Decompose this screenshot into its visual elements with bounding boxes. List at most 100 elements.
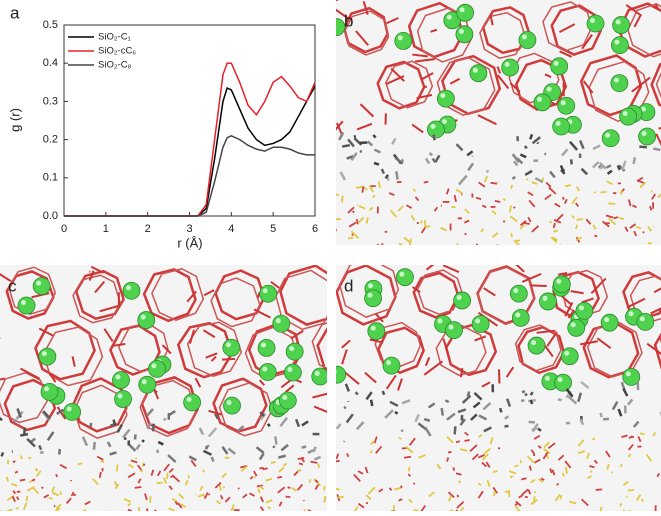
silica-bond — [7, 477, 8, 482]
alkyl-bond — [601, 413, 602, 417]
cation — [312, 368, 329, 385]
silica-bond — [26, 496, 27, 501]
cation-shine — [141, 315, 146, 320]
silica-bond — [612, 472, 613, 473]
silica-bond — [515, 249, 521, 254]
cation-shine — [21, 300, 26, 305]
silica-bond — [277, 477, 282, 478]
cation-shine — [315, 371, 320, 376]
silica-bond — [54, 506, 55, 507]
alkyl-bond — [639, 147, 647, 148]
cation-shine — [614, 40, 619, 45]
silica-bond — [401, 486, 402, 488]
alkyl-bond — [402, 160, 404, 161]
silica-bond — [203, 494, 204, 497]
alkyl-bond — [512, 177, 515, 179]
alkyl-bond — [206, 446, 207, 449]
silica-bond — [594, 192, 595, 194]
cation — [457, 4, 474, 21]
silica-bond — [335, 227, 336, 231]
panel-label: b — [344, 11, 353, 30]
alkyl-bond — [2, 452, 3, 456]
alkyl-bond — [442, 408, 443, 416]
cation-shine — [67, 406, 72, 411]
silica-bond — [592, 439, 595, 440]
silica-bond — [347, 453, 348, 456]
alkyl-bond — [472, 156, 473, 157]
silica-bond — [477, 244, 478, 247]
silica-bond — [299, 463, 303, 464]
alkyl-bond — [537, 142, 538, 143]
alkyl-bond — [531, 400, 532, 404]
alkyl-bond — [424, 419, 430, 421]
cation-shine — [332, 369, 337, 374]
cation — [138, 312, 155, 329]
silica-bond — [643, 232, 644, 234]
alkyl-bond — [571, 159, 572, 164]
silica-bond — [456, 441, 460, 442]
cation — [611, 75, 628, 92]
silica-bond — [13, 461, 15, 462]
cation — [534, 94, 551, 111]
silica-bond — [238, 488, 239, 489]
panel-image: b — [328, 0, 661, 254]
cation — [365, 290, 382, 307]
cation-shine — [115, 375, 120, 380]
silica-bond — [56, 474, 57, 477]
cation-shine — [460, 7, 465, 12]
cation — [258, 339, 275, 356]
cation-shine — [368, 283, 373, 288]
alkyl-bond — [653, 149, 660, 150]
cation — [553, 276, 570, 293]
silica-bond — [60, 491, 61, 494]
series-line — [64, 136, 315, 216]
cation — [328, 19, 345, 36]
cation-shine — [604, 317, 609, 322]
silica-bond — [514, 207, 515, 208]
alkyl-bond — [13, 420, 16, 421]
silica-bond — [362, 187, 363, 193]
cation — [64, 403, 81, 420]
panel-content — [0, 265, 373, 511]
silica-bond — [139, 507, 140, 511]
cation-shine — [531, 340, 536, 345]
alkyl-bond — [486, 170, 488, 172]
cation — [639, 128, 656, 145]
silica-bond — [101, 461, 105, 462]
alkyl-bond — [276, 413, 278, 414]
silica-bond — [536, 245, 541, 250]
silica-bond — [464, 440, 469, 441]
silica-bond — [514, 465, 518, 466]
cation — [502, 59, 519, 76]
panel-image: d — [329, 258, 661, 511]
cation — [115, 391, 132, 408]
alkyl-bond — [558, 399, 562, 400]
alkyl-bond — [374, 163, 379, 165]
x-tick-label: 2 — [145, 223, 151, 235]
cation-shine — [331, 22, 336, 27]
silica-bond — [560, 495, 561, 499]
silica-bond — [497, 245, 499, 250]
cation-shine — [473, 68, 478, 73]
alkyl-bond — [525, 146, 527, 148]
silica-bond — [342, 196, 343, 203]
silica-bond — [399, 438, 402, 439]
silica-bond — [255, 477, 256, 478]
silica-bond — [525, 497, 528, 498]
silica-bond — [20, 480, 25, 481]
silica-bond — [595, 235, 598, 236]
cation — [587, 15, 604, 32]
alkyl-bond — [20, 434, 28, 435]
silica-bond — [377, 247, 383, 251]
alkyl-bond — [505, 426, 509, 427]
series-line — [64, 63, 315, 216]
cation — [613, 17, 630, 34]
alkyl-bond — [157, 450, 158, 453]
silica-bond — [367, 217, 368, 223]
silica-bond — [338, 497, 344, 498]
silica-bond — [491, 183, 497, 184]
cation-shine — [276, 318, 281, 323]
silica-bond — [424, 182, 428, 183]
